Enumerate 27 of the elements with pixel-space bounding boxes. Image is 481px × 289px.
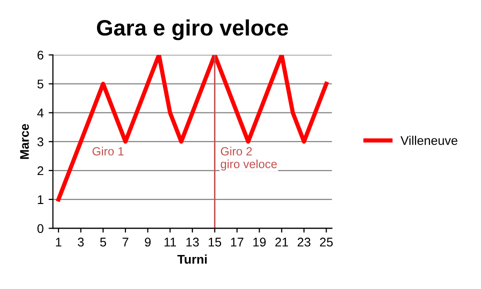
y-tick-label: 1 bbox=[38, 195, 44, 204]
x-tick-label: 7 bbox=[122, 238, 128, 246]
y-tick-label: 5 bbox=[37, 80, 44, 88]
legend-label: Villeneuve bbox=[400, 136, 458, 145]
x-tick-label: 21 bbox=[275, 238, 288, 246]
x-tick-label: 15 bbox=[208, 238, 222, 247]
x-tick-label: 25 bbox=[320, 238, 333, 247]
x-tick-label: 3 bbox=[78, 238, 84, 247]
y-tick-label: 0 bbox=[37, 224, 44, 233]
x-tick-label: 23 bbox=[298, 238, 310, 247]
y-tick-label: 6 bbox=[38, 50, 44, 60]
line-series bbox=[56, 54, 328, 202]
y-axis-title: Marce bbox=[20, 124, 29, 159]
y-tick-label: 4 bbox=[37, 108, 44, 118]
x-tick-label: 5 bbox=[100, 238, 106, 247]
x-axis-title: Turni bbox=[177, 254, 207, 264]
ref-line-label: Giro 2 giro veloce bbox=[220, 146, 277, 171]
x-tick-label: 1 bbox=[56, 238, 62, 246]
annotation: Giro 1 bbox=[92, 146, 124, 156]
x-tick-label: 19 bbox=[253, 238, 266, 247]
x-tick-label: 9 bbox=[144, 238, 151, 247]
y-tick-label: 2 bbox=[38, 166, 44, 176]
x-tick-label: 13 bbox=[186, 238, 199, 247]
y-tick-label: 3 bbox=[37, 137, 44, 146]
x-tick-label: 11 bbox=[164, 238, 176, 246]
chart-title: Gara e giro veloce bbox=[96, 19, 288, 40]
x-tick-label: 17 bbox=[231, 238, 244, 246]
